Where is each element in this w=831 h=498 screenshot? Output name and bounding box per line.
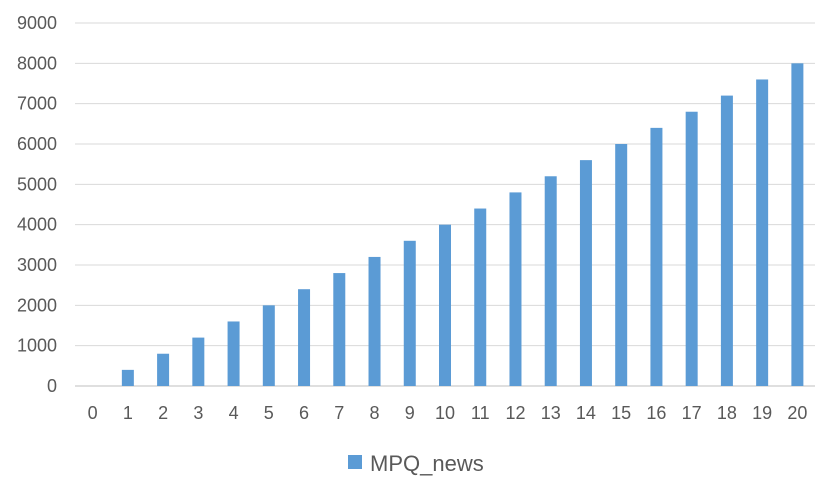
x-tick-label: 13 xyxy=(541,403,561,423)
bar xyxy=(333,273,346,386)
legend-label: MPQ_news xyxy=(370,451,484,476)
bar xyxy=(262,305,275,386)
bar xyxy=(157,353,170,386)
bar xyxy=(544,176,557,386)
x-tick-label: 17 xyxy=(682,403,702,423)
x-tick-label: 19 xyxy=(752,403,772,423)
y-tick-label: 8000 xyxy=(17,53,57,73)
y-tick-label: 6000 xyxy=(17,134,57,154)
x-tick-label: 14 xyxy=(576,403,596,423)
bar xyxy=(298,289,311,386)
bar xyxy=(615,144,628,386)
x-tick-label: 15 xyxy=(611,403,631,423)
bar xyxy=(756,79,769,386)
bar xyxy=(720,95,733,386)
x-tick-label: 16 xyxy=(646,403,666,423)
x-tick-label: 5 xyxy=(264,403,274,423)
legend-swatch xyxy=(348,455,362,469)
y-tick-label: 2000 xyxy=(17,295,57,315)
y-tick-label: 1000 xyxy=(17,336,57,356)
y-tick-label: 4000 xyxy=(17,215,57,235)
bar xyxy=(439,224,451,386)
x-tick-label: 8 xyxy=(370,403,380,423)
bar xyxy=(368,256,381,386)
bar-series xyxy=(121,63,804,386)
x-tick-label: 2 xyxy=(158,403,168,423)
y-axis-tick-labels: 0 1000 2000 3000 4000 5000 6000 7000 8000 9000 xyxy=(17,13,57,396)
x-tick-label: 20 xyxy=(787,403,807,423)
legend: MPQ_news xyxy=(348,451,484,476)
x-tick-label: 7 xyxy=(334,403,344,423)
x-tick-label: 9 xyxy=(405,403,415,423)
y-tick-label: 7000 xyxy=(17,94,57,114)
y-tick-label: 5000 xyxy=(17,174,57,194)
bar xyxy=(579,160,592,386)
bar xyxy=(192,337,205,386)
bar xyxy=(685,111,698,386)
y-tick-label: 0 xyxy=(47,376,57,396)
x-tick-label: 0 xyxy=(88,403,98,423)
x-tick-label: 11 xyxy=(471,403,490,423)
x-tick-label: 12 xyxy=(505,403,525,423)
bar xyxy=(650,127,663,386)
x-tick-label: 18 xyxy=(717,403,737,423)
x-tick-label: 3 xyxy=(193,403,203,423)
bar xyxy=(509,192,522,386)
bar xyxy=(474,208,487,386)
x-tick-label: 10 xyxy=(435,403,455,423)
x-tick-label: 6 xyxy=(299,403,309,423)
x-tick-label: 4 xyxy=(229,403,239,423)
bar xyxy=(403,240,416,386)
y-tick-label: 3000 xyxy=(17,255,57,275)
bar xyxy=(121,369,134,386)
x-tick-label: 1 xyxy=(123,403,133,423)
x-axis-tick-labels: 0 1 2 3 4 5 6 7 8 9 10 11 12 13 14 15 16 17 18 19 20 xyxy=(88,403,808,423)
bar xyxy=(791,63,804,386)
bar xyxy=(227,321,240,386)
y-tick-label: 9000 xyxy=(17,13,57,33)
